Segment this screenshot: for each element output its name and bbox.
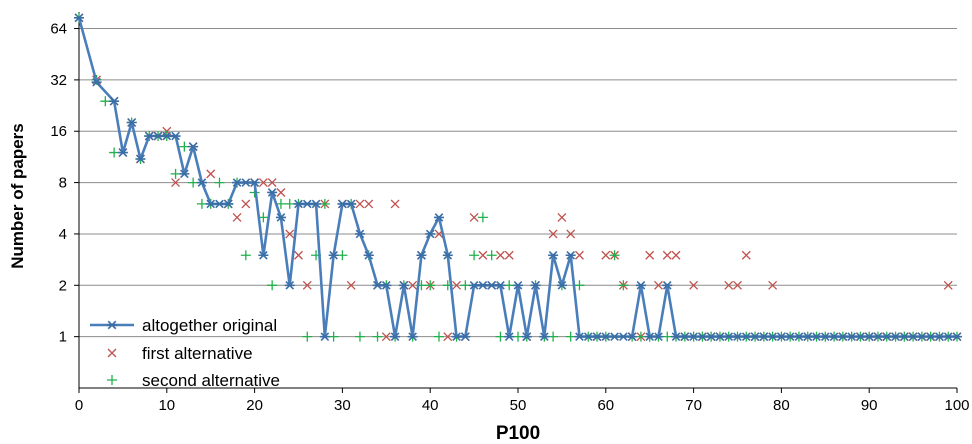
legend-label: second alternative: [142, 371, 280, 390]
second-alternative-point: [487, 250, 497, 260]
altogether-original-point: [487, 282, 497, 290]
first-alternative-point: [602, 251, 610, 259]
second-alternative-point: [469, 250, 479, 260]
second-alternative-point: [460, 280, 470, 290]
x-tick-label: 90: [861, 397, 878, 414]
legend-label: first alternative: [142, 344, 253, 363]
second-alternative-point: [337, 250, 347, 260]
second-alternative-point: [109, 148, 119, 158]
first-alternative-point: [365, 200, 373, 208]
y-tick-label: 16: [50, 123, 67, 140]
second-alternative-point: [100, 96, 110, 106]
altogether-original-line: [79, 18, 957, 337]
y-tick-label: 8: [59, 175, 67, 192]
altogether-original-point: [241, 179, 251, 187]
second-alternative-point: [302, 332, 312, 342]
y-tick-label: 64: [50, 21, 67, 38]
second-alternative-point: [188, 178, 198, 188]
y-tick-label: 1: [59, 329, 67, 346]
first-alternative-point: [277, 188, 285, 196]
first-alternative-point: [391, 200, 399, 208]
second-alternative-point: [373, 332, 383, 342]
second-alternative-point: [214, 178, 224, 188]
first-alternative-point: [242, 200, 250, 208]
second-alternative-point: [513, 332, 523, 342]
second-alternative-point: [495, 332, 505, 342]
first-alternative-point: [295, 251, 303, 259]
second-alternative-point: [662, 332, 672, 342]
first-alternative-point: [233, 213, 241, 221]
second-alternative-point: [241, 250, 251, 260]
altogether-original-point: [214, 200, 224, 208]
legend-marker: [107, 375, 117, 385]
first-alternative-point: [496, 251, 504, 259]
first-alternative-point: [646, 251, 654, 259]
first-alternative-point: [479, 251, 487, 259]
second-alternative-point: [329, 332, 339, 342]
second-alternative-point: [285, 199, 295, 209]
y-tick-label: 32: [50, 72, 67, 89]
y-tick-label: 4: [59, 226, 67, 243]
x-tick-label: 50: [510, 397, 527, 414]
legend-entry-first-alternative: first alternative: [108, 344, 253, 363]
second-alternative-point: [574, 280, 584, 290]
legend-entry-second-alternative: second alternative: [107, 371, 280, 390]
altogether-original-point: [478, 282, 488, 290]
first-alternative-point: [575, 251, 583, 259]
legend-label: altogether original: [142, 316, 277, 335]
altogether-original-point: [302, 200, 312, 208]
x-axis-title: P100: [496, 423, 540, 444]
x-tick-label: 80: [773, 397, 790, 414]
x-tick-label: 30: [334, 397, 351, 414]
y-tick-label: 2: [59, 277, 67, 294]
first-alternative-point: [558, 213, 566, 221]
first-alternative-point: [207, 170, 215, 178]
first-alternative-point: [742, 251, 750, 259]
first-alternative-point: [470, 213, 478, 221]
x-tick-label: 70: [685, 397, 702, 414]
legend-marker: [108, 349, 116, 357]
second-alternative-point: [566, 332, 576, 342]
legend: altogether original first alternative seco…: [90, 316, 280, 390]
second-alternative-point: [355, 332, 365, 342]
first-alternative-point: [663, 251, 671, 259]
y-axis-title: Number of papers: [8, 123, 27, 268]
legend-entry-altogether-original: altogether original: [90, 316, 277, 335]
x-tick-label: 20: [246, 397, 263, 414]
second-alternative-point: [171, 169, 181, 179]
second-alternative-point: [179, 142, 189, 152]
first-alternative-point: [505, 251, 513, 259]
first-alternative-point: [672, 251, 680, 259]
second-alternative-point: [504, 280, 514, 290]
x-tick-label: 0: [75, 397, 83, 414]
altogether-original-point: [618, 333, 628, 341]
second-alternative-point: [434, 332, 444, 342]
second-alternative-point: [478, 212, 488, 222]
x-tick-label: 100: [944, 397, 969, 414]
second-alternative-point: [197, 199, 207, 209]
first-alternative-point: [356, 200, 364, 208]
second-alternative-point: [267, 280, 277, 290]
x-tick-label: 40: [422, 397, 439, 414]
legend-marker: [107, 321, 117, 329]
series-layer: [74, 13, 962, 342]
second-alternative-point: [548, 332, 558, 342]
x-tick-label: 10: [158, 397, 175, 414]
x-tick-label: 60: [597, 397, 614, 414]
altogether-original-point: [610, 333, 620, 341]
